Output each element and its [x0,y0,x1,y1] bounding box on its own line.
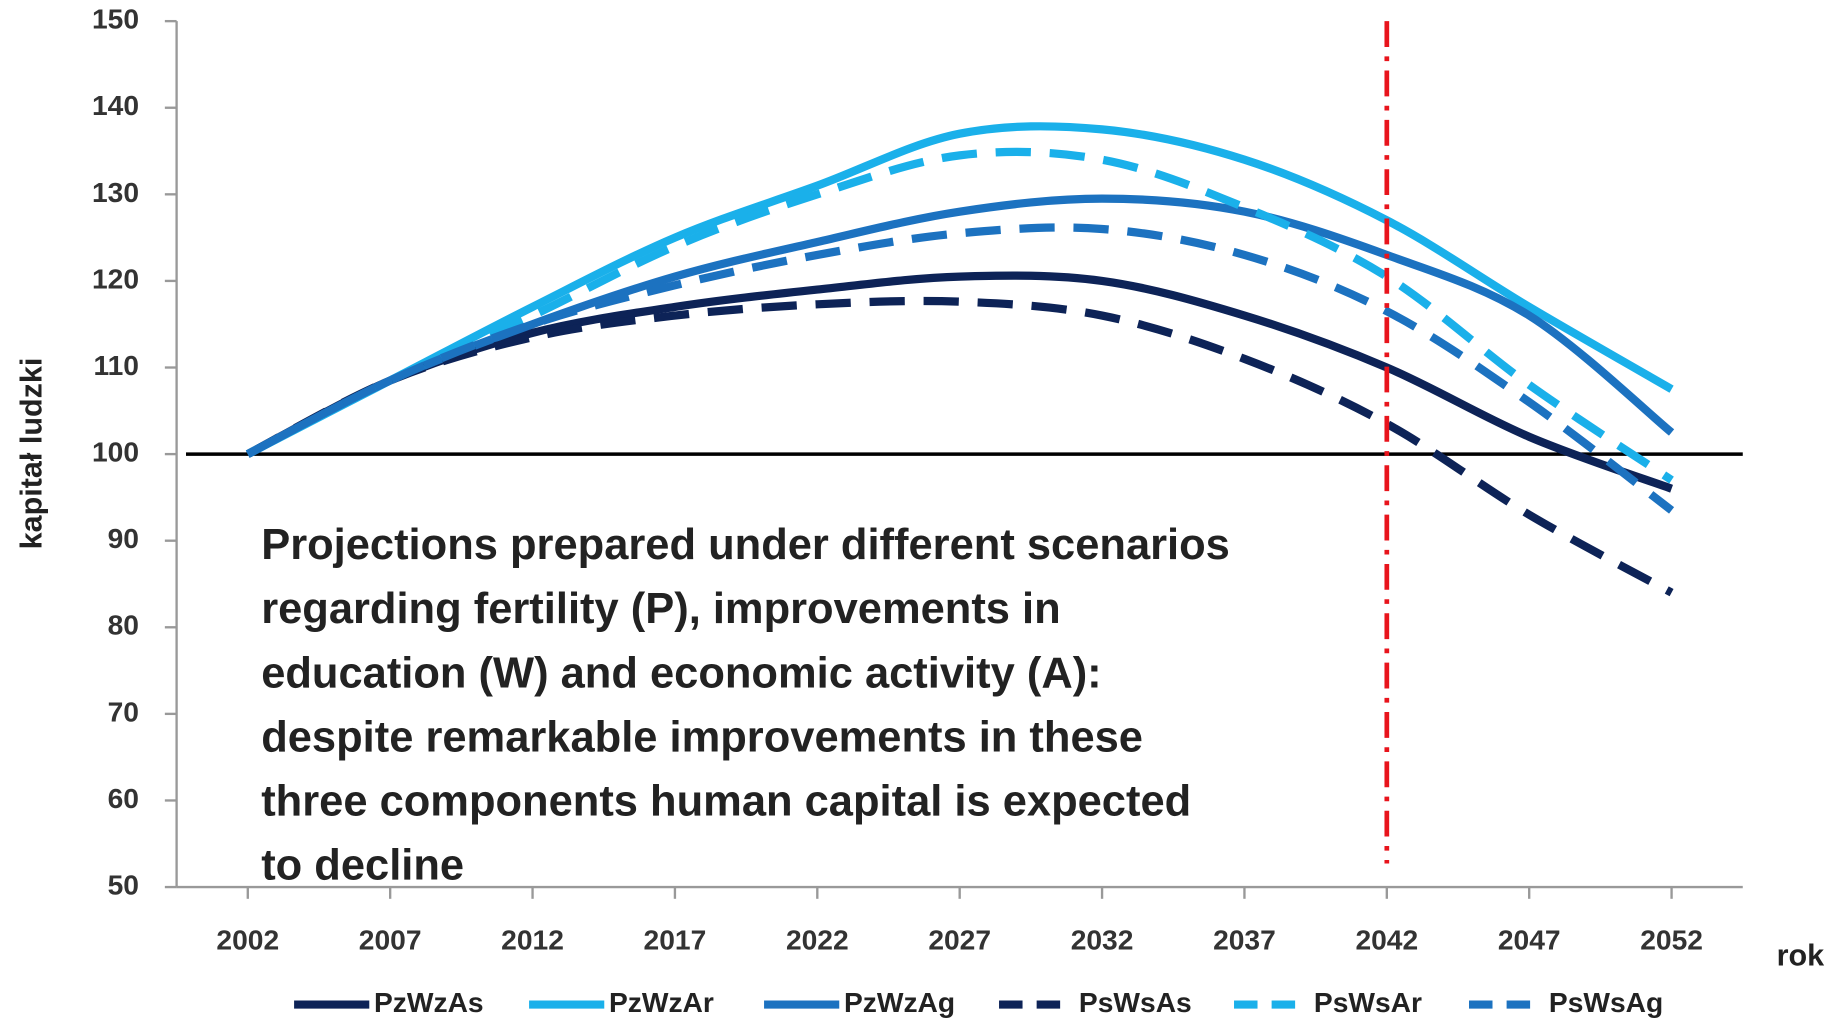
legend-label: PsWsAg [1549,986,1663,1018]
annotation-line: education (W) and economic activity (A): [261,649,1101,697]
series-line [245,194,1675,458]
y-axis-label: kapitał ludzki [14,358,48,550]
legend-label: PzWzAg [844,986,955,1018]
x-tick-label: 2052 [1640,924,1703,956]
y-tick-label: 60 [108,782,139,814]
x-tick-label: 2042 [1355,924,1418,956]
annotation-line: three components human capital is expect… [261,778,1191,826]
x-tick-label: 2037 [1213,924,1276,956]
y-tick-label: 120 [92,262,139,294]
y-tick-label: 100 [92,436,139,468]
annotation-line: regarding fertility (P), improvements in [261,585,1060,633]
x-tick-label: 2032 [1071,924,1134,956]
series-line [245,296,1674,597]
y-tick-label: 140 [92,89,139,121]
legend-label: PzWzAs [374,986,484,1018]
y-tick-label: 70 [108,695,139,727]
y-tick-label: 80 [108,609,139,641]
series-line [245,223,1675,514]
series-line [245,147,1674,484]
y-tick-label: 130 [92,176,139,208]
x-tick-label: 2012 [501,924,564,956]
y-tick-label: 150 [92,3,139,35]
x-axis-label: rok [1777,939,1826,973]
y-tick-label: 50 [108,869,139,901]
series-line [245,122,1674,458]
y-tick-label: 90 [108,522,139,554]
x-tick-label: 2017 [644,924,707,956]
x-tick-label: 2002 [216,924,279,956]
x-tick-label: 2047 [1498,924,1561,956]
y-tick-label: 110 [94,349,139,381]
annotation-line: Projections prepared under different sce… [261,521,1230,569]
x-tick-label: 2022 [786,924,849,956]
annotation-line: to decline [261,842,464,890]
x-tick-label: 2007 [359,924,422,956]
legend-label: PsWsAs [1079,986,1192,1018]
legend-label: PsWsAr [1314,986,1422,1018]
annotation-line: despite remarkable improvements in these [261,713,1143,761]
series-line [245,271,1673,493]
legend-label: PzWzAr [609,986,714,1018]
x-tick-label: 2027 [928,924,991,956]
